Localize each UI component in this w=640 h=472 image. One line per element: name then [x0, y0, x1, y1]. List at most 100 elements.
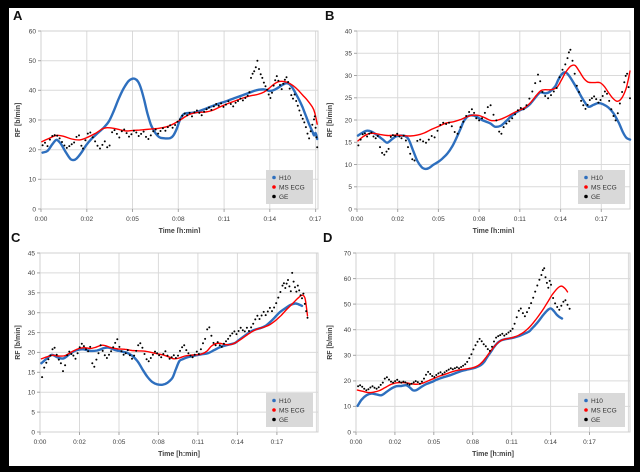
y-tick-label: 50: [344, 301, 352, 308]
y-tick-label: 60: [29, 28, 37, 35]
y-axis-title: RF [b/min]: [15, 325, 22, 360]
gridlines: [356, 252, 630, 432]
chart-svg-a: 0:00 0:02 0:05 0:08 0:11 0:14 0:17 0 10 20 30 40 50 6…: [15, 28, 321, 233]
axis-ticks-and-labels: 0:00 0:02 0:05 0:08 0:11 0:14 0:17 0 5 10 15 20 25 30…: [28, 250, 284, 446]
axis-ticks-and-labels: 0:00 0:02 0:05 0:08 0:11 0:14 0:17 0 5 10 15 20 25 30…: [345, 28, 608, 223]
legend-marker-icon: [584, 417, 588, 422]
legend-marker-icon: [272, 185, 276, 189]
y-tick-label: 30: [344, 353, 352, 360]
x-tick-label: 0:00: [350, 439, 363, 446]
x-tick-label: 0:08: [152, 439, 165, 446]
legend-marker-icon: [584, 398, 588, 403]
axis-ticks-and-labels: 0:00 0:02 0:05 0:08 0:11 0:14 0:17 0 10 20 30 40 50 6…: [344, 250, 596, 446]
x-tick-label: 0:17: [583, 439, 596, 446]
y-tick-label: 25: [28, 330, 36, 337]
panel-letter-d: D: [323, 230, 333, 245]
panel-letter-a: A: [13, 8, 23, 23]
x-axis-title: Time [h:min]: [158, 451, 200, 458]
x-axis-title: Time [h:min]: [473, 228, 515, 233]
y-axis-title: RF [b/min]: [327, 103, 334, 138]
x-axis-title: Time [h:min]: [159, 228, 201, 233]
legend-marker-icon: [584, 175, 588, 180]
y-axis-title: RF [b/min]: [15, 103, 22, 138]
legend-label: GE: [591, 194, 601, 201]
x-tick-label: 0:14: [544, 439, 557, 446]
ms-ecg-line: [356, 285, 569, 394]
figure-canvas: [9, 8, 634, 466]
y-tick-label: 30: [29, 117, 37, 124]
y-tick-label: 40: [345, 28, 353, 35]
legend-marker-icon: [584, 185, 588, 189]
x-tick-label: 0:05: [427, 439, 440, 446]
chart-svg-c: 0:00 0:02 0:05 0:08 0:11 0:14 0:17 0 5 10 15 20 25 30…: [15, 250, 319, 458]
x-tick-label: 0:00: [34, 439, 47, 446]
x-tick-label: 0:02: [391, 216, 404, 223]
legend-marker-icon: [584, 408, 588, 412]
legend-marker-icon: [272, 398, 276, 403]
plot-border: [355, 252, 631, 433]
panel-letter-c: C: [11, 230, 21, 245]
legend-label: H10: [279, 398, 291, 405]
x-tick-label: 0:02: [73, 439, 86, 446]
panel-a: A 0:00 0:02 0:05 0:08 0:11 0:14 0:17 0 10 20 30 40 5…: [9, 8, 321, 233]
x-tick-label: 0:00: [35, 216, 48, 223]
legend: H10 MS ECG GE: [578, 393, 625, 427]
x-tick-label: 0:05: [432, 216, 445, 223]
legend-label: MS ECG: [279, 407, 305, 414]
x-tick-label: 0:14: [263, 216, 276, 223]
y-tick-label: 10: [344, 404, 352, 411]
panel-c: C 0:00 0:02 0:05 0:08 0:11 0:14 0:17 0 5 10 15 20 25…: [9, 230, 321, 464]
panel-d: D 0:00 0:02 0:05 0:08 0:11 0:14 0:17 0 10 20 30 40 5…: [321, 230, 633, 464]
x-tick-label: 0:05: [113, 439, 126, 446]
legend-marker-icon: [584, 194, 588, 199]
legend-label: GE: [591, 417, 601, 424]
y-tick-label: 25: [345, 95, 353, 102]
x-tick-label: 0:11: [192, 439, 205, 446]
x-tick-label: 0:00: [351, 216, 364, 223]
ge-dots: [357, 48, 631, 162]
y-tick-label: 20: [29, 147, 37, 154]
legend-label: MS ECG: [591, 407, 617, 414]
y-tick-label: 15: [345, 140, 353, 147]
legend-label: GE: [279, 194, 289, 201]
legend-label: H10: [279, 175, 291, 182]
x-tick-label: 0:17: [595, 216, 608, 223]
y-tick-label: 40: [28, 270, 36, 277]
x-tick-label: 0:11: [506, 439, 519, 446]
legend: H10 MS ECG GE: [266, 393, 313, 427]
y-tick-label: 40: [344, 327, 352, 334]
legend-marker-icon: [272, 194, 276, 199]
y-tick-label: 5: [31, 409, 35, 416]
ge-dots: [41, 271, 309, 379]
y-axis-title: RF [b/min]: [327, 325, 334, 360]
h10-line: [356, 307, 564, 408]
legend-label: MS ECG: [591, 184, 617, 191]
chart-svg-b: 0:00 0:02 0:05 0:08 0:11 0:14 0:17 0 5 10 15 20 25 30…: [327, 28, 632, 233]
y-tick-label: 50: [29, 58, 37, 65]
ge-dots: [357, 267, 571, 392]
y-tick-label: 30: [28, 310, 36, 317]
y-tick-label: 0: [348, 206, 352, 213]
y-tick-label: 15: [28, 370, 36, 377]
y-tick-label: 0: [347, 429, 351, 436]
x-tick-label: 0:08: [473, 216, 486, 223]
legend-label: GE: [279, 417, 289, 424]
x-tick-label: 0:08: [172, 216, 185, 223]
y-tick-label: 30: [345, 73, 353, 80]
y-tick-label: 20: [344, 378, 352, 385]
panel-b: B 0:00 0:02 0:05 0:08 0:11 0:14 0:17 0 5 10 15 20 25…: [321, 8, 633, 233]
y-tick-label: 60: [344, 276, 352, 283]
x-axis-title: Time [h:min]: [472, 451, 514, 458]
x-tick-label: 0:17: [309, 216, 321, 223]
y-tick-label: 10: [28, 390, 36, 397]
legend-label: H10: [591, 175, 603, 182]
legend-marker-icon: [272, 408, 276, 412]
x-tick-label: 0:08: [466, 439, 479, 446]
x-tick-label: 0:17: [271, 439, 284, 446]
legend: H10 MS ECG GE: [266, 170, 313, 204]
y-tick-label: 20: [345, 117, 353, 124]
y-tick-label: 35: [28, 290, 36, 297]
x-tick-label: 0:02: [80, 216, 93, 223]
ge-dots: [41, 59, 319, 150]
